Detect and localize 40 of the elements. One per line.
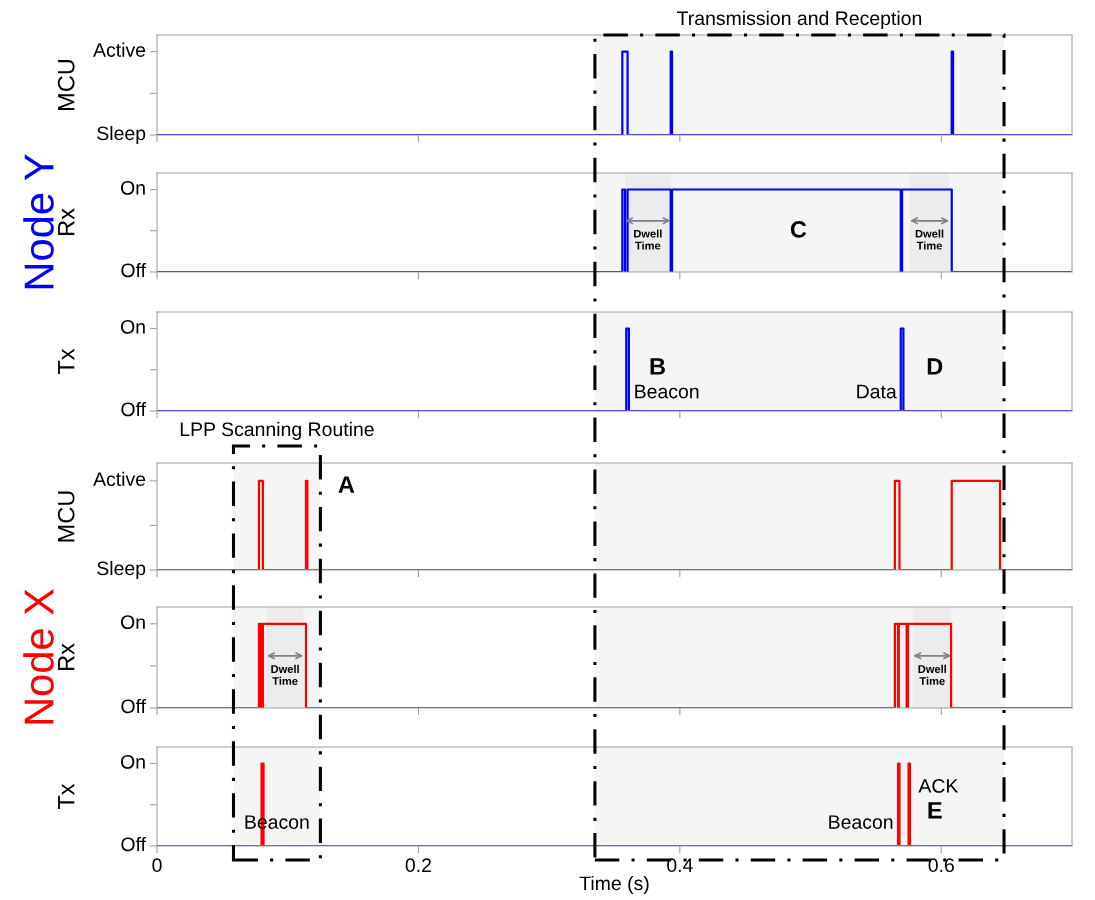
band-label: Dwell Time bbox=[918, 664, 946, 685]
text: On bbox=[121, 180, 145, 195]
x-tick-label: 0 bbox=[152, 858, 162, 873]
annotation: C bbox=[790, 221, 807, 238]
y-axis-title: Rx bbox=[58, 208, 75, 235]
x-tick-label: 0.2 bbox=[405, 858, 431, 873]
annotation: E bbox=[928, 802, 942, 819]
annotation: Beacon bbox=[635, 384, 699, 399]
text: On bbox=[121, 754, 145, 769]
annotation: D bbox=[927, 358, 943, 375]
text: Off bbox=[121, 262, 147, 278]
text: Active bbox=[93, 471, 146, 487]
text: Sleep bbox=[97, 560, 146, 580]
band-label: Dwell Time bbox=[271, 664, 299, 685]
annotation: A bbox=[338, 476, 355, 493]
x-axis-title: Time (s) bbox=[579, 875, 649, 895]
band-label: Transmission and Reception bbox=[677, 10, 922, 29]
text: Active bbox=[93, 42, 146, 57]
text: On bbox=[121, 319, 145, 334]
y-axis-title: MCU bbox=[57, 491, 75, 542]
band-label: Dwell Time bbox=[634, 229, 662, 250]
text: On bbox=[121, 615, 145, 630]
text: Off bbox=[121, 401, 147, 417]
x-tick-label: 0.4 bbox=[667, 858, 693, 873]
x-tick-label: 0.6 bbox=[928, 858, 954, 873]
band-label: LPP Scanning Routine bbox=[180, 421, 374, 440]
y-axis-title: Rx bbox=[58, 643, 75, 670]
y-axis-title: Tx bbox=[58, 783, 75, 810]
annotation: Data bbox=[857, 384, 897, 399]
text: Off bbox=[121, 698, 147, 714]
text: Node Y bbox=[23, 154, 54, 289]
band-label: Dwell Time bbox=[915, 229, 944, 250]
y-axis-title: Tx bbox=[58, 348, 75, 375]
annotation: B bbox=[650, 358, 665, 375]
y-axis-title: MCU bbox=[57, 59, 75, 110]
text: Sleep bbox=[97, 125, 146, 145]
text: Node X bbox=[23, 588, 54, 724]
annotation: Beacon bbox=[829, 815, 893, 829]
annotation: ACK bbox=[918, 779, 959, 793]
text: Off bbox=[121, 836, 147, 852]
